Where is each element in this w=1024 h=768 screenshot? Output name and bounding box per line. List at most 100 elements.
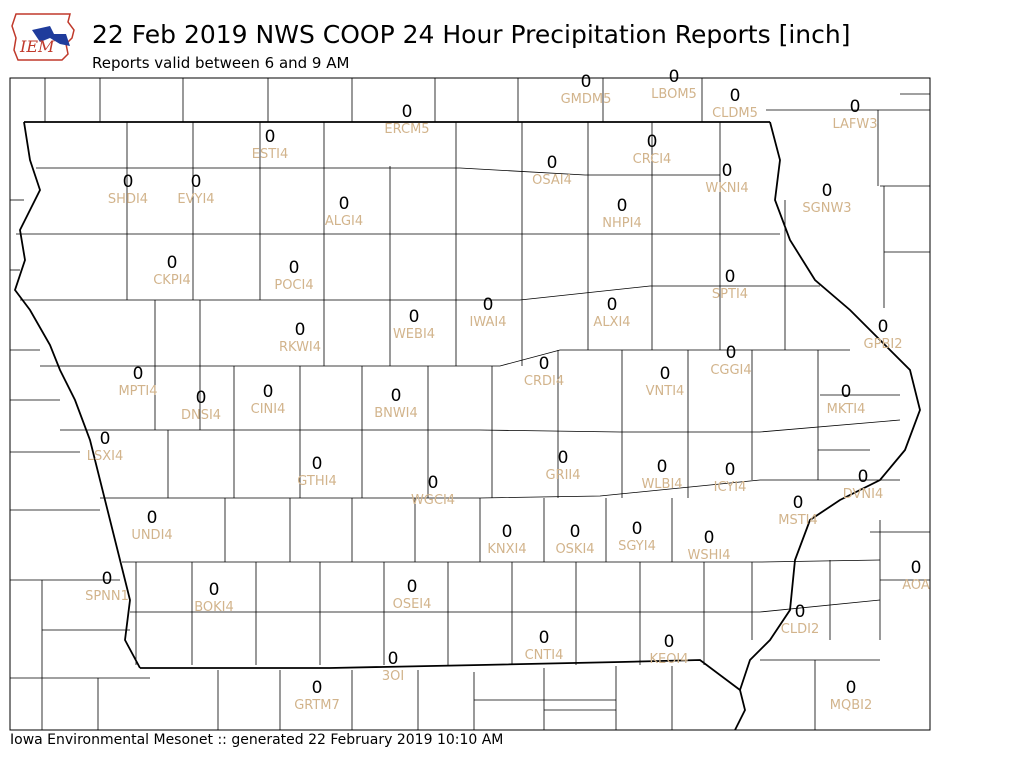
station-id: MSTI4 xyxy=(778,513,818,528)
iem-logo: IEM xyxy=(11,13,75,61)
station-value: 0 xyxy=(123,172,134,192)
station-value: 0 xyxy=(388,649,399,669)
footer-credit: Iowa Environmental Mesonet :: generated … xyxy=(10,732,504,748)
station-value: 0 xyxy=(102,569,113,589)
station-id: OSKI4 xyxy=(555,542,594,557)
station-id: SGNW3 xyxy=(802,201,851,216)
station-id: ERCM5 xyxy=(384,122,429,137)
station-value: 0 xyxy=(558,448,569,468)
county-borders xyxy=(10,78,930,730)
station-value: 0 xyxy=(841,382,852,402)
station-id: ALXI4 xyxy=(593,315,630,330)
station-value: 0 xyxy=(539,354,550,374)
station-value: 0 xyxy=(209,580,220,600)
station-value: 0 xyxy=(547,153,558,173)
station-value: 0 xyxy=(878,317,889,337)
station-id: WEBI4 xyxy=(393,327,435,342)
station-id: GPBI2 xyxy=(864,337,903,352)
station-id: MKTI4 xyxy=(827,402,866,417)
station-value: 0 xyxy=(632,519,643,539)
map-title: 22 Feb 2019 NWS COOP 24 Hour Precipitati… xyxy=(92,20,851,49)
station-id: LAFW3 xyxy=(832,117,877,132)
station-id: MQBI2 xyxy=(830,698,872,713)
station-id: CINI4 xyxy=(251,402,286,417)
station-value: 0 xyxy=(726,343,737,363)
station-id: CLDI2 xyxy=(781,622,819,637)
station-value: 0 xyxy=(263,382,274,402)
station-id: 3OI xyxy=(382,669,404,684)
station-value: 0 xyxy=(570,522,581,542)
station-id: DNSI4 xyxy=(181,408,221,423)
station-id: BOKI4 xyxy=(194,600,234,615)
station-value: 0 xyxy=(312,678,323,698)
station-value: 0 xyxy=(167,253,178,273)
station-id: BNWI4 xyxy=(374,406,418,421)
missouri-river xyxy=(13,121,141,669)
station-value: 0 xyxy=(339,194,350,214)
station-value: 0 xyxy=(483,295,494,315)
station-id: CLDM5 xyxy=(712,106,758,121)
station-id: SHDI4 xyxy=(108,192,148,207)
station-id: EVYI4 xyxy=(177,192,214,207)
station-value: 0 xyxy=(725,460,736,480)
station-id: MPTI4 xyxy=(118,384,157,399)
station-value: 0 xyxy=(402,102,413,122)
station-value: 0 xyxy=(669,67,680,87)
station-id: GMDM5 xyxy=(561,92,612,107)
station-value: 0 xyxy=(664,632,675,652)
iowa-outline-logo-shape xyxy=(11,13,75,61)
station-value: 0 xyxy=(725,267,736,287)
station-value: 0 xyxy=(133,364,144,384)
station-id: AOA xyxy=(902,578,930,593)
station-id: CNTI4 xyxy=(525,648,564,663)
station-value: 0 xyxy=(660,364,671,384)
map-frame xyxy=(9,77,931,731)
station-value: 0 xyxy=(295,320,306,340)
station-value: 0 xyxy=(846,678,857,698)
station-id: POCI4 xyxy=(274,278,313,293)
iowa-south-border xyxy=(140,659,741,691)
station-id: SPTI4 xyxy=(712,287,748,302)
station-value: 0 xyxy=(581,72,592,92)
station-value: 0 xyxy=(617,196,628,216)
station-value: 0 xyxy=(850,97,861,117)
station-value: 0 xyxy=(407,577,418,597)
station-id: SGYI4 xyxy=(618,539,656,554)
station-id: LBOM5 xyxy=(651,87,697,102)
station-value: 0 xyxy=(704,528,715,548)
mississippi-river xyxy=(734,121,921,731)
station-value: 0 xyxy=(795,602,806,622)
station-id: NHPI4 xyxy=(602,216,641,231)
